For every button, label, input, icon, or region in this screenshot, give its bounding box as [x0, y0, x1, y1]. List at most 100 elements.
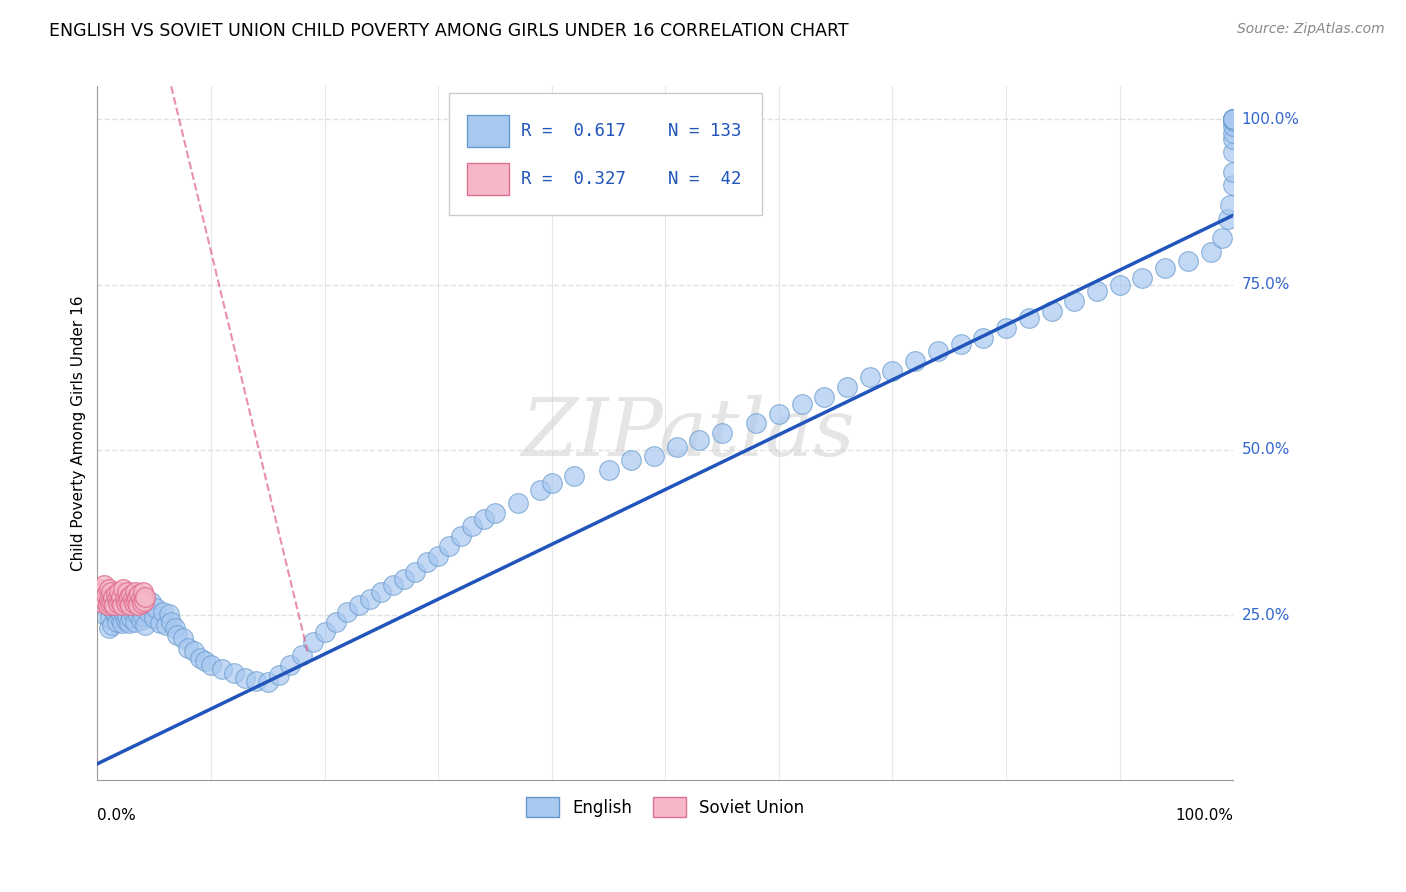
- Point: [200, 657, 222, 672]
- Point: [111, 598, 134, 612]
- Point: [245, 674, 267, 689]
- Point: [233, 671, 256, 685]
- Point: [370, 585, 392, 599]
- Text: 100.0%: 100.0%: [1241, 112, 1299, 127]
- Point: [112, 582, 135, 596]
- Point: [1222, 145, 1244, 160]
- Text: 100.0%: 100.0%: [1175, 808, 1233, 823]
- Point: [1211, 231, 1233, 245]
- Point: [94, 593, 117, 607]
- Legend: English, Soviet Union: English, Soviet Union: [519, 790, 811, 824]
- Point: [120, 588, 142, 602]
- Text: 75.0%: 75.0%: [1241, 277, 1289, 292]
- Point: [1108, 277, 1130, 292]
- Point: [131, 596, 153, 610]
- Point: [103, 591, 125, 606]
- Point: [114, 591, 136, 606]
- Point: [120, 611, 142, 625]
- Point: [108, 603, 131, 617]
- Point: [131, 601, 153, 615]
- Point: [540, 475, 562, 490]
- Point: [461, 519, 484, 533]
- Point: [1222, 112, 1244, 127]
- Point: [117, 593, 139, 607]
- Point: [972, 330, 994, 344]
- Point: [172, 631, 194, 645]
- Point: [128, 587, 150, 601]
- Point: [927, 343, 949, 358]
- Point: [143, 611, 166, 625]
- Point: [98, 596, 121, 610]
- Point: [1222, 132, 1244, 146]
- Point: [314, 624, 336, 639]
- Point: [132, 585, 155, 599]
- Text: 25.0%: 25.0%: [1241, 607, 1289, 623]
- Point: [160, 615, 183, 629]
- Point: [949, 337, 972, 351]
- Point: [665, 440, 688, 454]
- Text: Source: ZipAtlas.com: Source: ZipAtlas.com: [1237, 22, 1385, 37]
- Point: [166, 628, 188, 642]
- Point: [183, 644, 205, 658]
- Point: [211, 662, 233, 676]
- Text: ZIPatlas: ZIPatlas: [522, 394, 855, 472]
- Point: [132, 593, 155, 607]
- Point: [132, 609, 155, 624]
- Text: 50.0%: 50.0%: [1241, 442, 1289, 458]
- Point: [100, 585, 122, 599]
- Point: [149, 615, 172, 630]
- Point: [188, 651, 211, 665]
- Point: [439, 539, 461, 553]
- Point: [97, 595, 120, 609]
- Point: [404, 565, 426, 579]
- Point: [105, 615, 128, 629]
- Point: [134, 618, 156, 632]
- Point: [392, 572, 415, 586]
- Point: [89, 582, 111, 596]
- Point: [529, 483, 551, 497]
- Point: [222, 666, 245, 681]
- Point: [135, 598, 157, 612]
- Point: [995, 320, 1018, 334]
- Point: [108, 611, 131, 625]
- Point: [790, 396, 813, 410]
- Point: [105, 591, 128, 606]
- Point: [118, 590, 141, 604]
- Point: [117, 598, 139, 612]
- Point: [121, 591, 143, 606]
- Point: [97, 598, 120, 612]
- Point: [114, 596, 136, 610]
- Point: [381, 578, 404, 592]
- Point: [336, 605, 359, 619]
- Point: [124, 615, 146, 629]
- Point: [107, 596, 129, 610]
- Point: [813, 390, 835, 404]
- Point: [427, 549, 450, 563]
- Point: [128, 598, 150, 612]
- Point: [1177, 254, 1199, 268]
- Point: [129, 613, 152, 627]
- Point: [1222, 112, 1244, 127]
- Point: [859, 370, 882, 384]
- Point: [107, 595, 129, 609]
- Point: [194, 654, 217, 668]
- Point: [96, 588, 118, 602]
- Point: [118, 603, 141, 617]
- Point: [127, 608, 149, 623]
- Point: [1222, 112, 1244, 127]
- Point: [111, 615, 134, 630]
- Point: [120, 598, 142, 612]
- Point: [110, 590, 132, 604]
- Point: [177, 641, 200, 656]
- Point: [1222, 165, 1244, 179]
- Point: [91, 596, 114, 610]
- Point: [124, 585, 146, 599]
- Point: [291, 648, 314, 662]
- Point: [103, 605, 125, 619]
- Point: [416, 555, 439, 569]
- Point: [101, 595, 124, 609]
- Point: [157, 607, 180, 621]
- Point: [302, 634, 325, 648]
- Point: [325, 615, 347, 629]
- FancyBboxPatch shape: [467, 163, 509, 195]
